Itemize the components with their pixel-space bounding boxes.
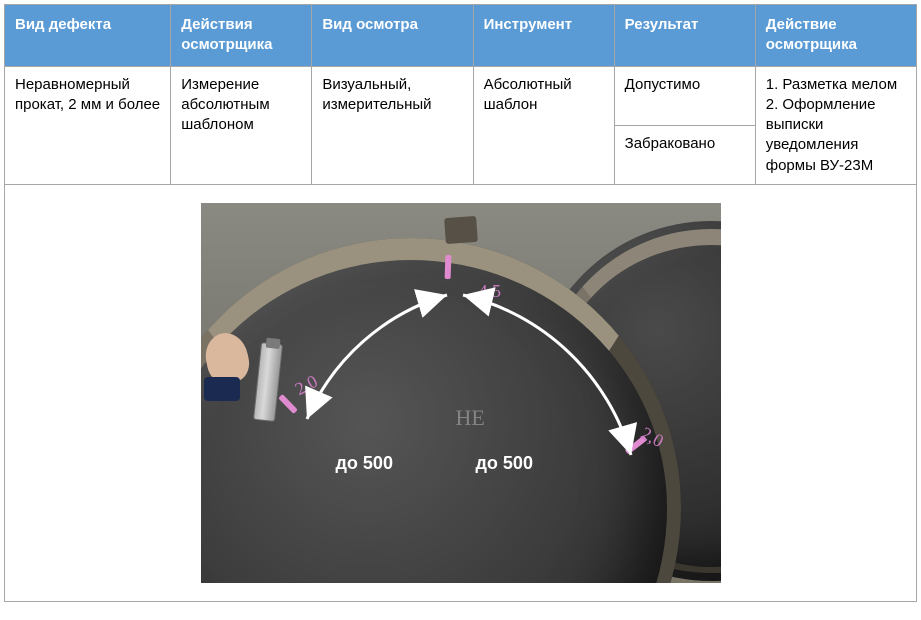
th-inspector-action2: Действие осмотрщика: [755, 5, 916, 67]
chalk-tick-top: [444, 255, 451, 279]
figure-cell: 2,0 4,5 2,0 НЕ: [5, 184, 917, 601]
top-gauge-clip: [444, 216, 478, 244]
cell-inspector-action2: 1. Разметка мелом 2. Оформление выписки …: [755, 66, 916, 184]
cell-result-bad: Забраковано: [614, 125, 755, 184]
cell-inspector-action: Измерение абсолютным шаблоном: [171, 66, 312, 184]
cell-result-ok: Допустимо: [614, 66, 755, 125]
cell-inspection-type: Визуальный, измерительный: [312, 66, 473, 184]
dim-label-left: до 500: [336, 451, 393, 475]
chalk-faint-text: НЕ: [456, 403, 485, 433]
th-inspector-action: Действия осмотрщика: [171, 5, 312, 67]
defect-table: Вид дефекта Действия осмотрщика Вид осмо…: [4, 4, 917, 602]
th-instrument: Инструмент: [473, 5, 614, 67]
chalk-top-value: 4,5: [479, 279, 502, 303]
dim-label-right: до 500: [476, 451, 533, 475]
th-defect-type: Вид дефекта: [5, 5, 171, 67]
table-row: Неравномерный прокат, 2 мм и более Измер…: [5, 66, 917, 125]
table-header-row: Вид дефекта Действия осмотрщика Вид осмо…: [5, 5, 917, 67]
table-figure-row: 2,0 4,5 2,0 НЕ: [5, 184, 917, 601]
wheel-illustration: 2,0 4,5 2,0 НЕ: [201, 203, 721, 583]
cell-defect-type: Неравномерный прокат, 2 мм и более: [5, 66, 171, 184]
th-inspection-type: Вид осмотра: [312, 5, 473, 67]
cell-instrument: Абсолютный шаблон: [473, 66, 614, 184]
th-result: Результат: [614, 5, 755, 67]
